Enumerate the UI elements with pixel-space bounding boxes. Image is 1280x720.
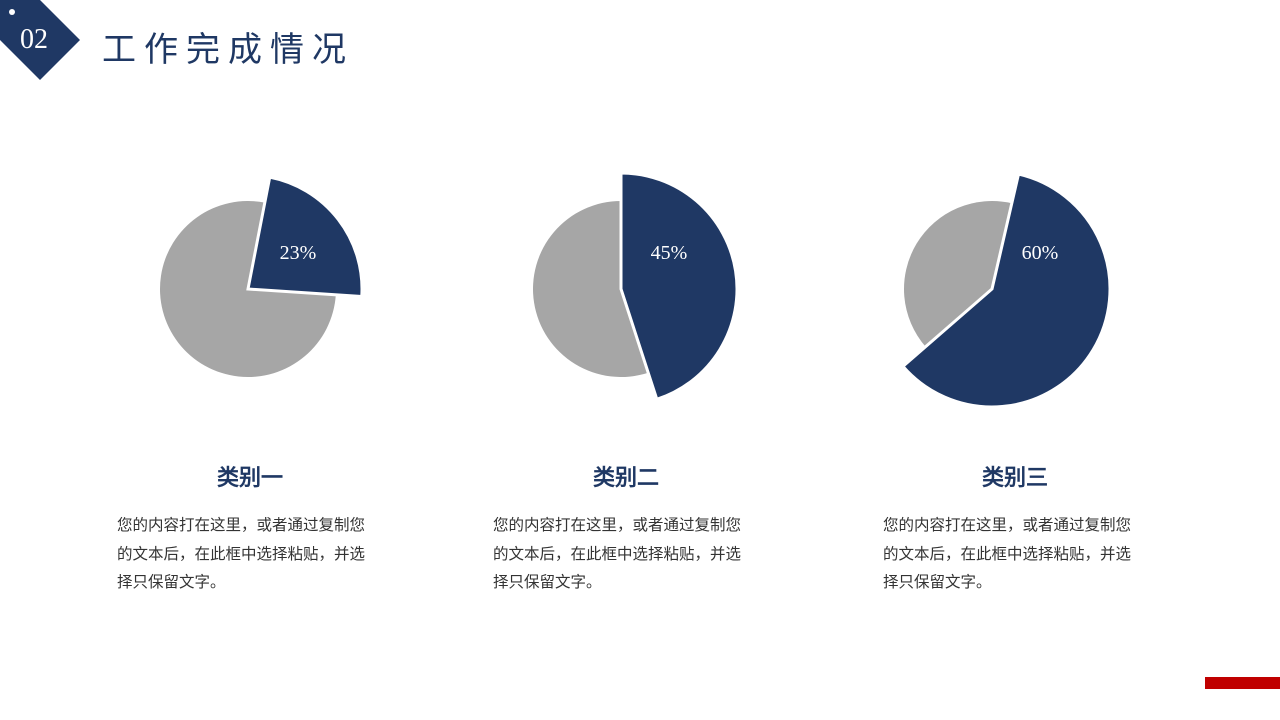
pie-chart-1: 23%	[159, 175, 364, 377]
category-3-body: 您的内容打在这里，或者通过复制您的文本后，在此框中选择粘贴，并选择只保留文字。	[883, 516, 1132, 591]
category-1-title: 类别一	[216, 465, 283, 491]
pie-1-completed-slice	[246, 175, 364, 299]
accent-bar	[1205, 677, 1280, 689]
category-2-body: 您的内容打在这里，或者通过复制您的文本后，在此框中选择粘贴，并选择只保留文字。	[493, 516, 742, 591]
pie-3-remaining-slice	[904, 201, 1012, 347]
category-2-title: 类别二	[592, 465, 659, 491]
pie-2-completed-slice	[619, 171, 739, 402]
pie-2-remaining-slice	[532, 201, 649, 377]
tag-hole-icon	[9, 9, 15, 15]
pie-1-label: 23%	[280, 242, 317, 264]
category-3-title: 类别三	[981, 465, 1048, 491]
pie-chart-3: 60%	[900, 172, 1112, 409]
page-title: 工作完成情况	[102, 30, 354, 70]
pie-3-completed-slice	[900, 172, 1112, 409]
section-number-tag	[0, 0, 80, 80]
pie-3-label: 60%	[1022, 242, 1059, 264]
section-number: 02	[20, 24, 48, 55]
category-1-body: 您的内容打在这里，或者通过复制您的文本后，在此框中选择粘贴，并选择只保留文字。	[117, 516, 366, 591]
pie-2-label: 45%	[651, 242, 688, 264]
pie-chart-2: 45%	[532, 171, 739, 402]
